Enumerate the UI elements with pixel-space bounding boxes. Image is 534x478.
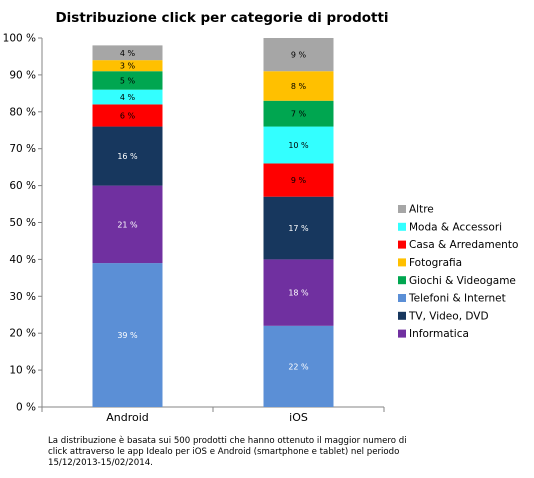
legend-swatch: [398, 258, 406, 267]
y-tick-label: 0 %: [16, 402, 36, 414]
data-label: 10 %: [288, 141, 309, 150]
data-label: 6 %: [120, 111, 136, 120]
legend-label: Informatica: [409, 328, 469, 340]
bar-segment: [92, 263, 163, 407]
y-tick-label: 30 %: [9, 291, 36, 303]
y-tick-label: 90 %: [9, 69, 36, 81]
legend-label: Telefoni & Internet: [408, 293, 506, 305]
legend-swatch: [398, 205, 406, 213]
y-tick-label: 50 %: [9, 217, 36, 229]
bar-segment: [263, 71, 334, 101]
legend-swatch: [398, 311, 406, 320]
bar-segment: [92, 71, 163, 90]
y-tick-label: 80 %: [9, 106, 36, 118]
bar-segment: [92, 126, 163, 186]
data-label: 17 %: [288, 224, 309, 233]
data-label: 4 %: [120, 49, 136, 58]
x-category-label: iOS: [289, 411, 308, 424]
legend-swatch: [398, 294, 406, 302]
bar-segment: [263, 100, 334, 127]
legend-label: Giochi & Videogame: [409, 275, 516, 287]
legend-label: Fotografia: [409, 257, 462, 269]
data-label: 18 %: [288, 289, 309, 298]
chart-title: Distribuzione click per categorie di pro…: [55, 10, 388, 26]
data-label: 39 %: [117, 331, 138, 340]
bar-segment: [263, 126, 334, 164]
bar-segment: [263, 163, 334, 197]
bar-segment: [263, 325, 334, 407]
data-label: 8 %: [291, 82, 307, 91]
y-tick-label: 20 %: [9, 328, 36, 340]
bar-segment: [92, 45, 163, 61]
data-label: 9 %: [291, 51, 307, 60]
y-tick-label: 70 %: [9, 143, 36, 155]
bar-segment: [92, 185, 163, 264]
legend-label: Moda & Accessori: [409, 221, 502, 233]
bar-segment: [263, 196, 334, 260]
data-label: 5 %: [120, 76, 136, 85]
footnote: La distribuzione è basata sui 500 prodot…: [48, 436, 407, 468]
legend-swatch: [398, 222, 406, 231]
bar-segment: [92, 60, 163, 72]
data-label: 3 %: [120, 62, 136, 71]
bar-segment: [92, 104, 163, 127]
legend-swatch: [398, 240, 406, 249]
y-tick-label: 40 %: [9, 254, 36, 266]
y-tick-label: 10 %: [9, 365, 36, 377]
bar-segment: [263, 38, 334, 72]
data-label: 7 %: [291, 110, 307, 119]
data-label: 4 %: [120, 93, 136, 102]
legend-label: Casa & Arredamento: [409, 239, 518, 251]
x-category-label: Android: [106, 411, 149, 424]
legend-label: TV, Video, DVD: [408, 310, 489, 322]
bar-segment: [92, 89, 163, 105]
data-label: 22 %: [288, 362, 309, 371]
legend-swatch: [398, 329, 406, 338]
data-label: 16 %: [117, 152, 138, 161]
legend-label: Altre: [409, 204, 434, 216]
data-label: 9 %: [291, 176, 307, 185]
y-tick-label: 60 %: [9, 180, 36, 192]
bar-segment: [263, 259, 334, 326]
legend-swatch: [398, 276, 406, 285]
data-label: 21 %: [117, 220, 138, 229]
y-tick-label: 100 %: [3, 33, 36, 45]
